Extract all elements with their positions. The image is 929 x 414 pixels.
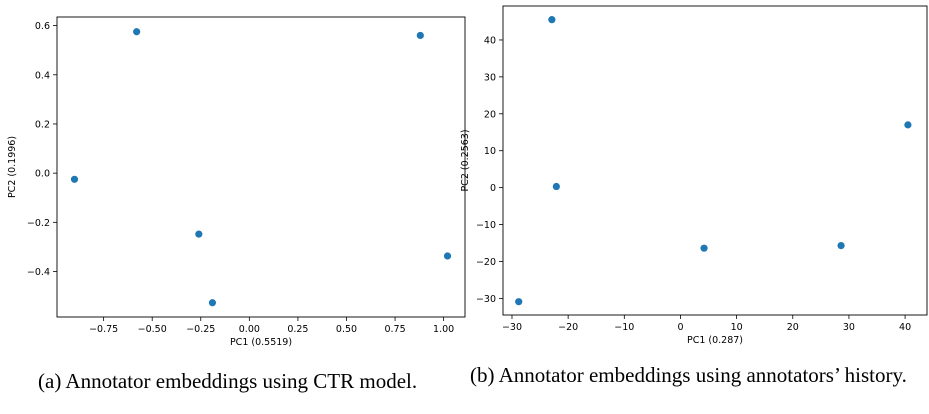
x-tick-label: 0.75 — [384, 324, 405, 335]
x-tick-label: 0 — [677, 322, 683, 333]
scatter-point — [837, 241, 845, 250]
y-tick-label: −0.2 — [27, 218, 50, 229]
plot-frame — [56, 16, 466, 318]
y-tick-label: 0 — [490, 183, 496, 194]
y-tick-label: 30 — [484, 72, 496, 83]
scatter-point — [548, 16, 556, 24]
y-tick-label: −30 — [476, 294, 496, 305]
y-tick-label: −20 — [476, 257, 496, 268]
chart-a: −0.75 −0.50 −0.25 0.00 0.25 0.50 0.75 1.00 −0.4 −… — [7, 16, 466, 348]
scatter-point — [515, 298, 523, 306]
caption-a: (a) Annotator embeddings using CTR model… — [38, 369, 418, 393]
scatter-point — [133, 28, 141, 36]
y-tick-label: 0.2 — [35, 119, 50, 130]
scatter-point — [904, 121, 912, 129]
x-tick-label: 30 — [843, 322, 855, 333]
y-tick-label: −10 — [476, 220, 496, 231]
y-tick-label: 40 — [484, 35, 496, 46]
y-tick-label: 0.6 — [35, 21, 50, 32]
y-tick-label: −0.4 — [27, 267, 50, 278]
x-tick-label: 40 — [899, 322, 911, 333]
x-tick-label: −30 — [502, 322, 522, 333]
caption-b: (b) Annotator embeddings using annotator… — [470, 363, 907, 387]
plot-frame — [502, 5, 928, 316]
x-tick-label: 10 — [731, 322, 743, 333]
x-tick-label: 0.50 — [336, 324, 357, 335]
x-tick-label: −10 — [614, 322, 634, 333]
scatter-point — [195, 230, 203, 238]
x-tick-label: 20 — [787, 322, 799, 333]
x-tick-label: −0.25 — [186, 324, 215, 335]
y-tick-label: 0.4 — [35, 70, 50, 81]
scatter-point — [208, 299, 217, 307]
scatter-point — [443, 252, 452, 260]
x-axis-label: PC1 (0.5519) — [230, 337, 292, 348]
scatter-point — [70, 175, 79, 183]
y-tick-label: 10 — [484, 146, 496, 157]
x-tick-label: −20 — [558, 322, 578, 333]
x-tick-label: 1.00 — [433, 324, 454, 335]
scatter-point — [552, 182, 560, 191]
y-axis-label: PC2 (0.1996) — [7, 136, 18, 198]
x-tick-label: 0.25 — [287, 324, 308, 335]
scatter-point — [700, 244, 708, 252]
x-tick-label: −0.75 — [89, 324, 118, 335]
x-tick-label: −0.50 — [138, 324, 167, 335]
y-axis-label: PC2 (0.2563) — [460, 129, 471, 191]
x-axis-label: PC1 (0.287) — [687, 335, 743, 346]
scatter-point — [416, 31, 424, 40]
y-tick-label: 20 — [484, 109, 496, 120]
y-tick-label: 0.0 — [35, 169, 50, 180]
x-tick-label: 0.00 — [239, 324, 260, 335]
chart-b: −30 −20 −10 0 10 20 30 40 −30 −20 −10 0 10 20 30 40 PC1 … — [460, 5, 928, 346]
